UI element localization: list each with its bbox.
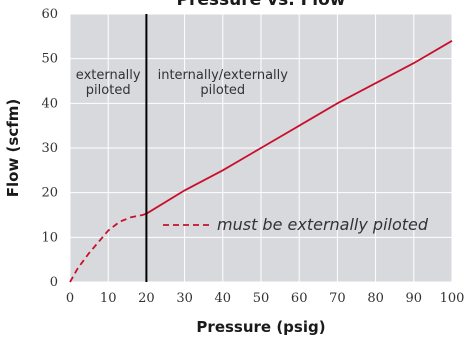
region-label-1: piloted xyxy=(86,83,131,98)
x-tick-label: 10 xyxy=(100,291,117,306)
series-line-dashed xyxy=(69,212,147,283)
x-tick-label: 60 xyxy=(291,291,308,306)
x-tick-label: 0 xyxy=(66,291,74,306)
x-tick-label: 70 xyxy=(329,291,346,306)
y-tick-label: 0 xyxy=(50,275,58,290)
x-tick-label: 30 xyxy=(176,291,193,306)
legend: must be externally piloted xyxy=(163,215,429,234)
x-tick-label: 80 xyxy=(367,291,384,306)
region-labels: externallypilotedinternally/externallypi… xyxy=(76,68,288,98)
region-label-2: piloted xyxy=(200,83,245,98)
y-tick-label: 40 xyxy=(41,96,58,111)
x-tick-label: 100 xyxy=(440,291,465,306)
region-label-2: internally/externally xyxy=(158,68,289,83)
series-line-solid xyxy=(145,40,453,215)
legend-label-dashed: must be externally piloted xyxy=(217,215,429,234)
region-label-1: externally xyxy=(76,68,141,83)
x-tick-label: 90 xyxy=(406,291,423,306)
y-tick-label: 30 xyxy=(41,141,58,156)
y-tick-label: 20 xyxy=(41,186,58,201)
axis-ticks: 0 10 20 30 40 50 60 70 80 90 100 0 10 20 30 40 50 60 xyxy=(41,7,464,306)
x-tick-label: 50 xyxy=(253,291,270,306)
x-axis-title: Pressure (psig) xyxy=(196,318,325,336)
series-lines xyxy=(69,40,453,283)
chart-title: Pressure vs. Flow xyxy=(177,0,346,10)
y-tick-label: 60 xyxy=(41,7,58,22)
x-tick-label: 40 xyxy=(215,291,232,306)
y-tick-label: 10 xyxy=(41,230,58,245)
x-tick-label: 20 xyxy=(138,291,155,306)
y-tick-label: 50 xyxy=(41,52,58,67)
y-axis-title: Flow (scfm) xyxy=(4,99,22,197)
